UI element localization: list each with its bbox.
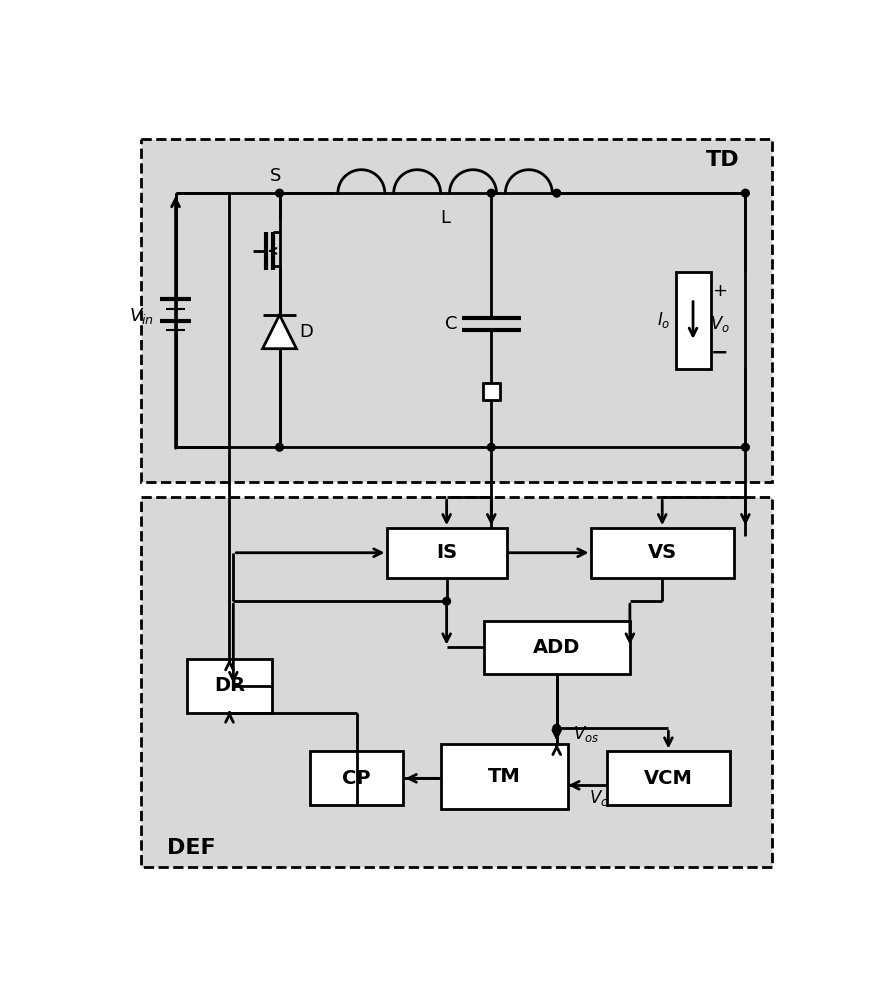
Circle shape — [741, 443, 749, 451]
Text: S: S — [270, 167, 282, 185]
Text: $V_{in}$: $V_{in}$ — [129, 306, 154, 326]
Circle shape — [552, 724, 561, 732]
Text: DEF: DEF — [166, 838, 215, 858]
Text: L: L — [440, 209, 450, 227]
Bar — [310, 751, 402, 805]
Text: −: − — [712, 343, 729, 363]
Text: TD: TD — [705, 150, 739, 170]
Text: CP: CP — [342, 769, 371, 788]
Text: VS: VS — [647, 543, 677, 562]
Circle shape — [741, 189, 749, 197]
Text: ADD: ADD — [533, 638, 580, 657]
Text: $I_o$: $I_o$ — [657, 310, 670, 330]
Bar — [141, 497, 772, 867]
Bar — [387, 528, 507, 578]
Text: IS: IS — [436, 543, 457, 562]
Text: $V_c$: $V_c$ — [589, 788, 609, 808]
Bar — [187, 659, 272, 713]
Text: +: + — [713, 282, 728, 300]
Circle shape — [275, 189, 283, 197]
Circle shape — [443, 597, 451, 605]
Bar — [607, 751, 730, 805]
Circle shape — [552, 189, 561, 197]
Text: DR: DR — [214, 676, 245, 695]
Polygon shape — [263, 315, 297, 349]
Circle shape — [487, 443, 495, 451]
Bar — [483, 383, 500, 400]
Circle shape — [275, 443, 283, 451]
Text: $V_o$: $V_o$ — [710, 314, 730, 334]
Text: $V_{os}$: $V_{os}$ — [573, 724, 599, 744]
Text: C: C — [445, 315, 458, 333]
Bar — [676, 272, 711, 369]
Text: VCM: VCM — [644, 769, 693, 788]
Text: TM: TM — [488, 767, 520, 786]
Bar — [484, 620, 630, 674]
Bar — [141, 139, 772, 482]
Circle shape — [487, 189, 495, 197]
Bar — [442, 744, 569, 809]
Text: D: D — [299, 323, 314, 341]
Bar — [592, 528, 734, 578]
